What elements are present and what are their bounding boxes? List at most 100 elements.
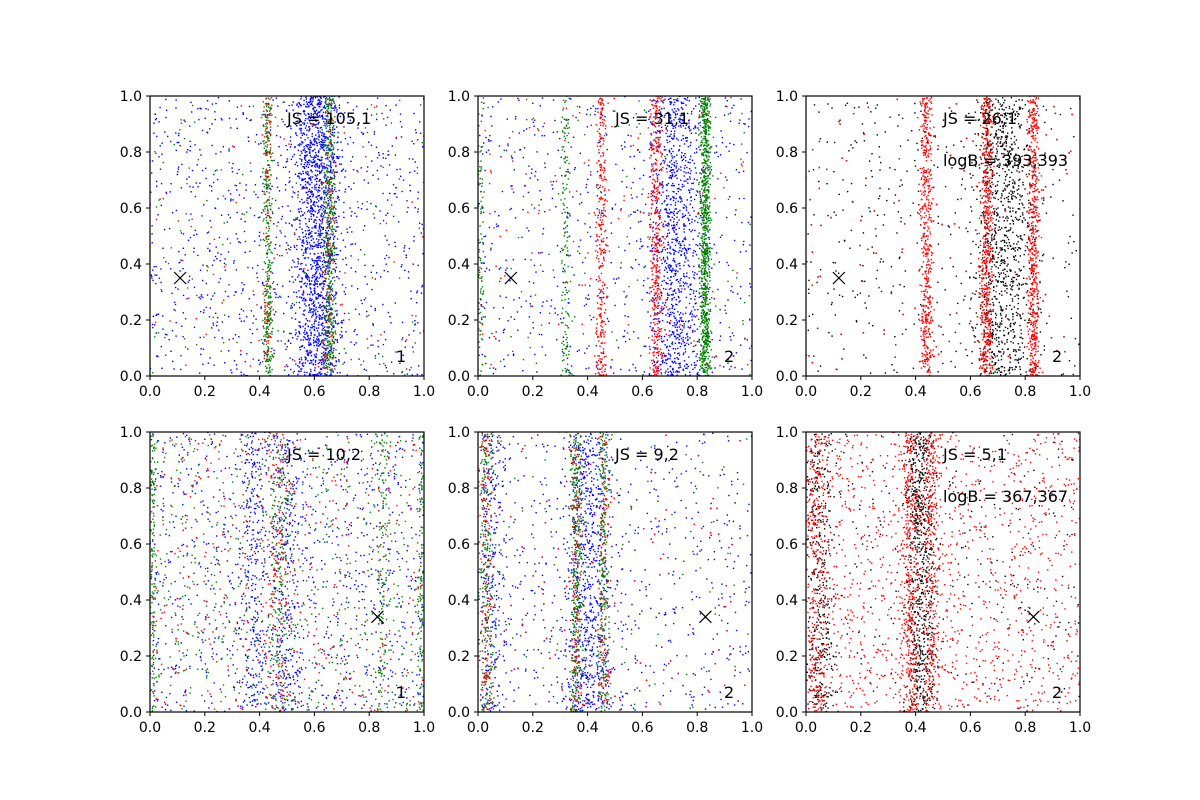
data-point: [326, 167, 328, 169]
data-point: [265, 293, 267, 295]
data-point: [310, 351, 313, 353]
data-point: [312, 150, 314, 152]
data-point: [310, 232, 312, 234]
data-point: [312, 325, 314, 328]
data-point: [313, 326, 316, 328]
data-point: [394, 302, 396, 304]
data-point: [340, 321, 342, 324]
data-point: [687, 321, 690, 323]
data-point: [689, 371, 691, 373]
data-point: [314, 287, 316, 289]
data-point: [332, 351, 334, 354]
data-point: [300, 124, 302, 126]
data-point: [304, 217, 307, 220]
data-point: [321, 238, 324, 241]
data-point: [175, 132, 177, 134]
data-point: [311, 327, 313, 329]
data-point: [304, 333, 306, 335]
data-point: [178, 132, 180, 135]
data-point: [419, 104, 422, 106]
data-point: [213, 292, 216, 294]
data-point: [269, 286, 271, 289]
data-point: [319, 307, 322, 309]
data-point: [658, 270, 660, 272]
data-point: [412, 351, 415, 353]
data-point: [265, 271, 267, 273]
data-point: [277, 330, 279, 332]
data-point: [238, 313, 241, 315]
data-point: [267, 302, 269, 304]
data-point: [299, 207, 302, 210]
data-point: [304, 337, 306, 339]
data-point: [674, 244, 677, 247]
data-point: [310, 308, 312, 310]
data-point: [306, 163, 308, 166]
data-point: [296, 103, 298, 105]
data-point: [319, 304, 321, 306]
data-point: [330, 166, 332, 168]
data-point: [555, 206, 557, 208]
data-point: [309, 231, 311, 234]
data-point: [673, 135, 675, 138]
data-point: [318, 159, 320, 161]
data-point: [268, 306, 270, 309]
data-point: [213, 364, 215, 366]
data-point: [688, 218, 690, 221]
data-point: [585, 297, 587, 299]
data-point: [677, 263, 679, 265]
data-point: [286, 365, 289, 368]
data-point: [278, 146, 280, 148]
data-point: [236, 172, 238, 175]
data-point: [305, 299, 307, 301]
scatter-points: [478, 96, 752, 376]
data-point: [159, 106, 161, 109]
data-point: [325, 118, 327, 120]
data-point: [651, 194, 654, 197]
data-point: [683, 252, 686, 254]
data-point: [673, 229, 675, 232]
data-point: [310, 331, 312, 334]
data-point: [698, 103, 700, 105]
data-point: [330, 258, 332, 260]
data-point: [332, 153, 334, 155]
data-point: [668, 294, 670, 296]
data-point: [310, 213, 312, 215]
data-point: [324, 167, 326, 170]
data-point: [315, 119, 317, 122]
data-point: [597, 107, 599, 110]
data-point: [190, 213, 192, 215]
data-point: [649, 141, 652, 143]
data-point: [309, 297, 311, 299]
data-point: [324, 367, 326, 369]
data-point: [265, 178, 267, 181]
data-point: [317, 324, 320, 326]
data-point: [310, 218, 313, 220]
data-point: [326, 293, 328, 295]
data-point: [319, 101, 321, 104]
data-point: [333, 172, 335, 174]
data-point: [674, 116, 676, 119]
data-point: [676, 221, 678, 224]
data-point: [328, 294, 331, 296]
data-point: [699, 172, 701, 174]
data-point: [676, 170, 679, 172]
data-point: [310, 205, 312, 207]
data-point: [533, 119, 536, 121]
data-point: [318, 314, 320, 316]
data-point: [311, 207, 314, 210]
data-point: [321, 226, 323, 229]
data-point: [666, 262, 668, 265]
data-point: [312, 195, 314, 198]
data-point: [209, 249, 211, 251]
data-point: [305, 105, 307, 108]
data-point: [269, 301, 271, 303]
data-point: [268, 334, 270, 337]
data-point: [673, 134, 675, 137]
data-point: [155, 282, 157, 285]
data-point: [174, 309, 177, 312]
data-point: [194, 144, 196, 146]
data-point: [305, 273, 307, 275]
data-point: [421, 223, 423, 226]
data-point: [665, 288, 667, 290]
